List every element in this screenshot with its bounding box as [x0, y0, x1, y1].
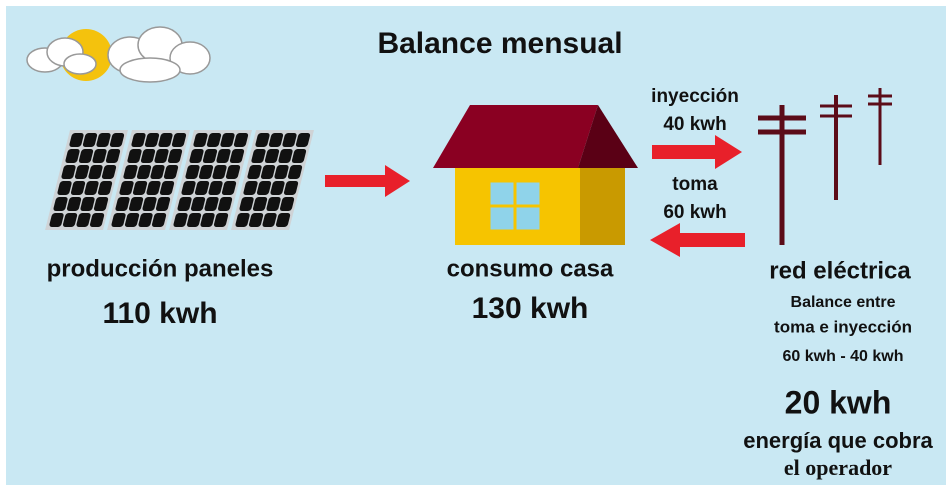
house — [433, 105, 638, 245]
note-line: el operador — [784, 455, 892, 480]
balance-line: 60 kwh - 40 kwh — [783, 348, 904, 365]
diagram: Balance mensual producción paneles 110 k… — [0, 0, 952, 491]
house-value: 130 kwh — [472, 292, 589, 325]
note-line: energía que cobra — [743, 428, 933, 453]
injection-label: inyección — [651, 86, 739, 107]
balance-line: toma e inyección — [774, 317, 912, 336]
panels-value: 110 kwh — [102, 297, 217, 330]
injection-value: 40 kwh — [663, 114, 726, 135]
grid-label: red eléctrica — [769, 257, 911, 284]
panels-label: producción paneles — [47, 255, 274, 282]
balance-line: Balance entre — [791, 294, 896, 311]
take-label: toma — [672, 174, 718, 195]
house-label: consumo casa — [447, 255, 614, 282]
title: Balance mensual — [377, 27, 622, 60]
result: 20 kwh — [785, 384, 892, 420]
take-value: 60 kwh — [663, 202, 726, 223]
